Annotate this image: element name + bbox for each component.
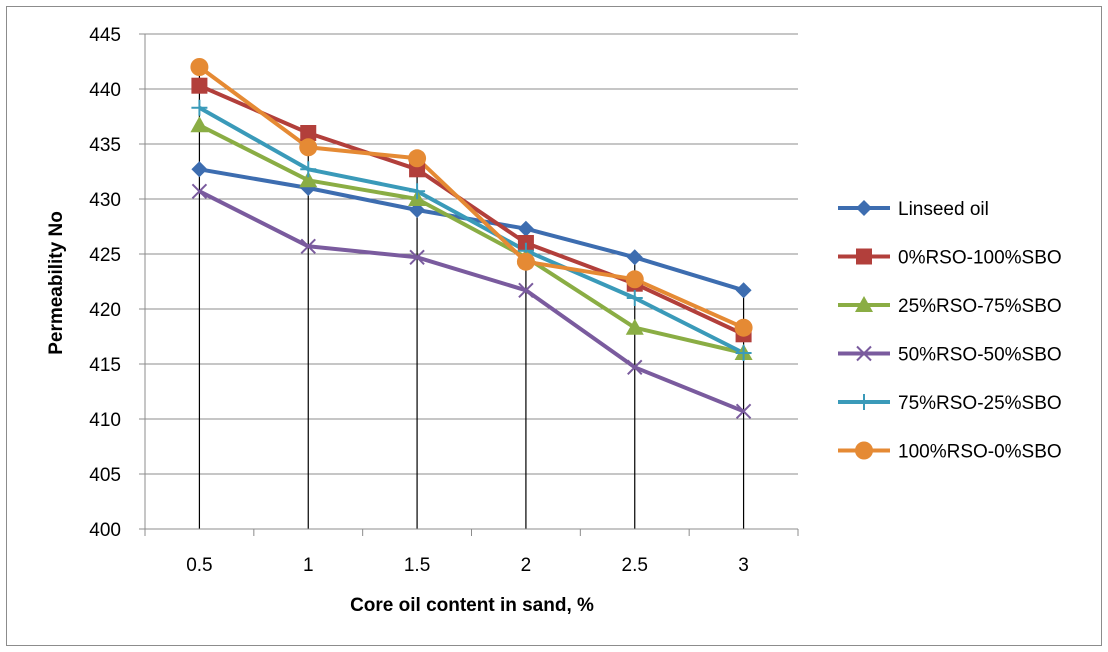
- data-point: [300, 125, 317, 141]
- data-point: [191, 99, 208, 116]
- data-point: [625, 318, 644, 335]
- y-tick-label: 415: [89, 355, 121, 376]
- x-tick-label: 2: [521, 555, 532, 576]
- legend-label: 75%RSO-25%SBO: [898, 393, 1062, 414]
- data-point: [734, 318, 753, 337]
- tick-labels: 400 405 410 415 420 425 430 435 440 445 0.5 1 1.5 2 2.…: [89, 25, 749, 576]
- data-point: [191, 77, 208, 94]
- series-line: [198, 65, 745, 330]
- data-point: [190, 116, 209, 133]
- y-tick-label: 435: [89, 135, 121, 156]
- data-point: [409, 249, 425, 266]
- data-point: [517, 220, 534, 237]
- data-point: [626, 290, 643, 306]
- y-tick-label: 445: [89, 25, 121, 46]
- y-tick-label: 420: [89, 300, 121, 321]
- data-point: [735, 282, 752, 299]
- legend-label: Linseed oil: [898, 199, 989, 220]
- axes: [139, 33, 799, 536]
- series-line: [198, 83, 745, 337]
- x-tick-label: 1.5: [404, 555, 430, 576]
- legend-marker: [855, 441, 873, 460]
- data-point: [626, 249, 643, 266]
- series-markers: [190, 58, 753, 420]
- x-tick-label: 1: [303, 555, 314, 576]
- series-line: [198, 123, 745, 355]
- data-point: [735, 345, 752, 361]
- gridlines: [145, 33, 798, 475]
- legend-marker: [856, 248, 872, 265]
- data-point: [299, 138, 318, 157]
- legend-marker: [856, 345, 872, 362]
- data-point: [299, 171, 318, 188]
- y-tick-label: 425: [89, 245, 121, 266]
- y-tick-label: 405: [89, 465, 121, 486]
- data-point: [627, 359, 643, 376]
- data-point: [735, 403, 752, 420]
- data-point: [190, 58, 209, 76]
- x-tick-label: 3: [738, 555, 749, 576]
- data-point: [408, 149, 427, 168]
- series-line: [198, 189, 745, 414]
- legend-label: 100%RSO-0%SBO: [898, 442, 1062, 463]
- data-point: [191, 183, 208, 200]
- y-tick-label: 410: [89, 410, 121, 431]
- legend-marker: [856, 394, 872, 410]
- data-point: [300, 238, 316, 255]
- data-point: [300, 161, 317, 178]
- y-axis-title: Permeability No: [46, 211, 67, 355]
- chart-area: [6, 6, 1102, 646]
- legend-label: 50%RSO-50%SBO: [898, 345, 1062, 366]
- y-tick-label: 400: [89, 520, 121, 541]
- x-axis-title: Core oil content in sand, %: [350, 595, 594, 616]
- y-tick-label: 430: [89, 190, 121, 211]
- x-tick-label: 0.5: [186, 555, 212, 576]
- legend-marker: [856, 200, 872, 216]
- legend: Linseed oil 0%RSO-100%SBO 25%RSO-75%SBO 50%…: [838, 199, 1062, 463]
- legend-marker: [855, 296, 873, 312]
- data-point: [409, 183, 426, 200]
- legend-label: 0%RSO-100%SBO: [898, 248, 1062, 269]
- data-point: [516, 252, 535, 271]
- data-point: [625, 270, 644, 289]
- y-tick-label: 440: [89, 80, 121, 101]
- data-point: [191, 161, 208, 178]
- data-point: [518, 282, 534, 299]
- series-lines: [198, 65, 745, 414]
- legend-label: 25%RSO-75%SBO: [898, 296, 1062, 317]
- x-tick-label: 2.5: [622, 555, 648, 576]
- series-line: [198, 105, 745, 355]
